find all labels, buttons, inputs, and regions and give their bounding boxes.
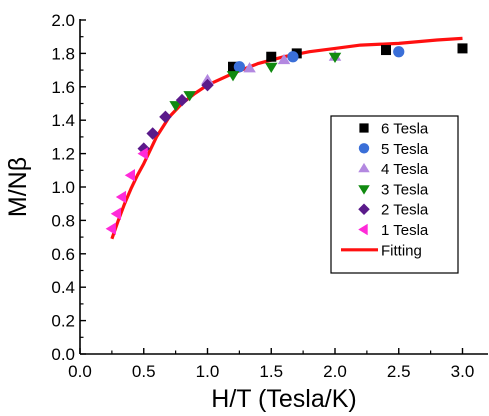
- y-tick-label: 0.4: [51, 278, 75, 297]
- fitting-curve-layer: [110, 36, 463, 240]
- y-axis-title: M/Nβ: [4, 157, 32, 217]
- data-point-5-tesla: [393, 46, 405, 58]
- legend-swatch-3-tesla: [358, 185, 370, 195]
- legend-label-1-tesla: 1 Tesla: [381, 222, 429, 239]
- data-point-6-tesla: [266, 51, 277, 62]
- data-points-layer: [105, 43, 468, 235]
- x-tick-label: 0.0: [68, 362, 92, 381]
- axes: [79, 19, 488, 355]
- x-tick-label: 1.0: [196, 362, 220, 381]
- fitting-curve: [110, 36, 463, 240]
- legend-label-6-tesla: 6 Tesla: [381, 121, 429, 138]
- x-tick-label: 2.5: [387, 362, 411, 381]
- data-point-2-tesla: [201, 78, 214, 92]
- legend: 6 Tesla 5 Tesla 4 Tesla 3 Tesla 2 Tesla 1 Tes…: [330, 115, 459, 274]
- data-point-3-tesla: [265, 62, 278, 74]
- legend-swatch-1-tesla: [358, 223, 368, 236]
- legend-label-fitting: Fitting: [381, 242, 422, 259]
- data-point-1-tesla: [137, 147, 148, 160]
- x-tick-label: 2.0: [323, 362, 347, 381]
- y-tick-label: 0.0: [51, 345, 75, 364]
- tick-labels: 0.0 0.5 1.0 1.5 2.0 2.5 3.0 0.0 0.2 0.4 0.6 0.8 1.0 1…: [51, 11, 474, 381]
- data-point-2-tesla: [159, 110, 172, 124]
- x-tick-label: 3.0: [451, 362, 475, 381]
- data-point-1-tesla: [115, 190, 127, 204]
- legend-box: [330, 115, 459, 274]
- data-point-6-tesla: [228, 61, 238, 72]
- data-point-3-tesla: [183, 91, 196, 102]
- data-point-3-tesla: [169, 101, 182, 112]
- y-tick-label: 1.8: [51, 44, 75, 63]
- legend-swatch-2-tesla: [358, 203, 370, 215]
- y-tick-label: 1.0: [51, 178, 75, 197]
- legend-label-5-tesla: 5 Tesla: [381, 141, 429, 158]
- data-point-4-tesla: [243, 62, 256, 73]
- data-point-5-tesla: [287, 51, 299, 63]
- data-point-1-tesla: [110, 207, 121, 220]
- y-tick-label: 0.8: [51, 211, 75, 230]
- y-tick-label: 1.6: [51, 78, 75, 97]
- y-tick-label: 0.6: [51, 245, 75, 264]
- legend-swatch-5-tesla: [358, 143, 370, 154]
- data-point-6-tesla: [457, 43, 468, 54]
- data-point-1-tesla: [105, 222, 116, 235]
- x-tick-label: 0.5: [132, 362, 156, 381]
- x-axis-title: H/T (Tesla/K): [211, 385, 356, 413]
- data-point-3-tesla: [226, 71, 240, 82]
- data-point-1-tesla: [124, 169, 135, 182]
- data-point-5-tesla: [233, 61, 245, 73]
- y-tick-label: 1.2: [51, 145, 75, 164]
- data-point-4-tesla: [277, 53, 291, 65]
- legend-label-4-tesla: 4 Tesla: [381, 161, 429, 178]
- data-point-3-tesla: [328, 52, 342, 63]
- data-point-2-tesla: [175, 93, 189, 107]
- data-point-6-tesla: [381, 45, 391, 56]
- x-tick-label: 1.5: [259, 362, 283, 381]
- y-tick-label: 1.4: [51, 111, 75, 130]
- y-tick-label: 0.2: [51, 312, 75, 331]
- legend-label-3-tesla: 3 Tesla: [381, 181, 429, 198]
- legend-swatch-6-tesla: [359, 123, 369, 133]
- legend-swatch-4-tesla: [358, 162, 370, 173]
- legend-label-2-tesla: 2 Tesla: [381, 202, 429, 219]
- y-tick-label: 2.0: [51, 11, 75, 30]
- data-point-2-tesla: [146, 127, 159, 140]
